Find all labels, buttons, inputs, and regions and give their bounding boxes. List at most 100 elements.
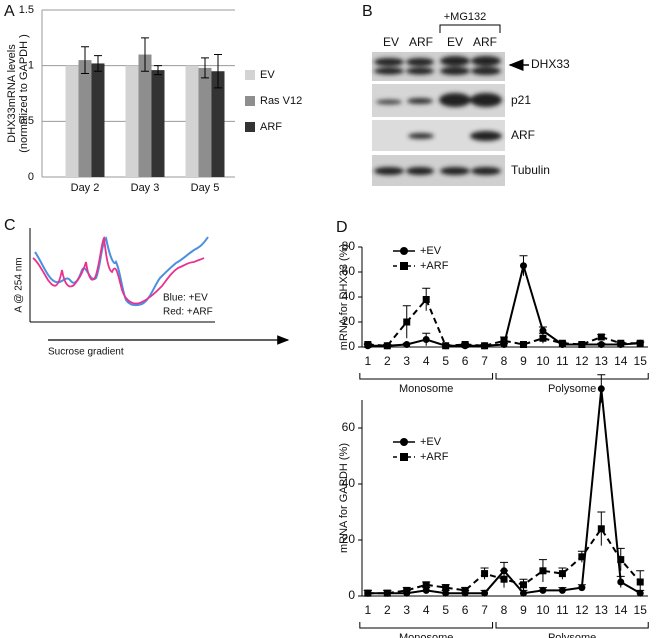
marker xyxy=(539,327,547,335)
marker xyxy=(422,296,430,303)
treatment-bracket xyxy=(439,24,501,33)
marker xyxy=(519,589,527,597)
bar xyxy=(125,65,139,177)
x-tick-label: 2 xyxy=(384,354,391,368)
marker xyxy=(442,584,450,592)
marker xyxy=(383,589,391,597)
marker xyxy=(558,570,566,578)
legend-label: +ARF xyxy=(420,260,449,272)
marker xyxy=(364,341,372,348)
legend-label: +EV xyxy=(420,245,442,257)
y-tick-label: 0.5 xyxy=(19,115,34,127)
x-tick-label: 2 xyxy=(384,603,391,617)
marker xyxy=(461,341,469,348)
error-bar xyxy=(154,65,162,76)
bar xyxy=(138,54,152,177)
y-tick-label: 20 xyxy=(342,314,356,328)
legend-swatch xyxy=(245,122,255,132)
x-tick-label: 1 xyxy=(364,354,371,368)
marker xyxy=(442,589,450,597)
legend-marker xyxy=(400,262,408,270)
panel-letter: D xyxy=(336,219,348,236)
lane-label: EV xyxy=(383,35,399,49)
y-axis-label: mRNA for GAPDH (%) xyxy=(338,443,350,553)
marker xyxy=(422,581,430,589)
marker xyxy=(403,341,411,348)
x-tick-label: 13 xyxy=(595,354,609,368)
bar xyxy=(185,65,199,177)
marker xyxy=(597,341,605,348)
row-label: Tubulin xyxy=(511,163,550,177)
x-tick-label: 11 xyxy=(556,354,569,368)
marker xyxy=(442,342,450,350)
x-tick-label: Day 2 xyxy=(71,182,100,194)
bar xyxy=(78,60,92,177)
x-tick-label: 5 xyxy=(442,603,449,617)
x-tick-label: 3 xyxy=(403,603,410,617)
lane-label: ARF xyxy=(409,35,433,49)
marker xyxy=(422,336,430,343)
y-tick-label: 60 xyxy=(342,420,356,434)
marker xyxy=(500,575,508,583)
x-tick-label: 1 xyxy=(364,603,371,617)
marker xyxy=(636,578,644,586)
x-tick-label: 7 xyxy=(481,603,488,617)
series-line xyxy=(367,297,641,347)
y-tick-label: 40 xyxy=(342,289,356,303)
marker xyxy=(383,342,391,350)
panel-letter: A xyxy=(4,3,15,20)
x-tick-label: Day 3 xyxy=(131,182,160,194)
y-axis-label: DHX33mRNA levels xyxy=(6,44,18,143)
y-axis-label: (normalized to GAPDH ) xyxy=(18,34,30,153)
x-tick-label: 6 xyxy=(462,354,469,368)
legend-label: Ras V12 xyxy=(260,95,302,107)
error-bar xyxy=(141,37,149,72)
x-tick-label: 14 xyxy=(614,354,628,368)
marker xyxy=(558,586,566,594)
x-tick-label: 14 xyxy=(614,603,628,617)
row-label: ARF xyxy=(511,128,535,142)
row-label: DHX33 xyxy=(531,57,570,71)
error-bar xyxy=(201,57,209,79)
y-tick-label: 40 xyxy=(342,476,356,490)
marker xyxy=(403,586,411,594)
legend-marker xyxy=(400,453,408,461)
x-tick-label: 12 xyxy=(575,354,589,368)
error-bar xyxy=(214,54,222,89)
marker xyxy=(617,339,625,347)
x-tick-label: 11 xyxy=(556,603,569,617)
x-tick-label: 13 xyxy=(595,603,609,617)
y-tick-label: 0 xyxy=(28,171,34,183)
marker xyxy=(481,342,489,350)
row-label: p21 xyxy=(511,93,531,107)
bar xyxy=(65,65,79,177)
legend-label: +ARF xyxy=(420,451,449,463)
error-bar xyxy=(81,46,89,74)
x-axis-label: Sucrose gradient xyxy=(48,347,124,358)
marker xyxy=(597,333,605,341)
x-tick-label: 5 xyxy=(442,354,449,368)
y-tick-label: 60 xyxy=(342,264,356,278)
marker xyxy=(481,570,489,578)
marker xyxy=(481,589,489,597)
y-tick-label: 1 xyxy=(28,60,34,72)
legend-swatch xyxy=(245,70,255,80)
marker xyxy=(597,385,605,393)
group-bracket xyxy=(359,373,494,380)
arf-trace xyxy=(32,236,205,305)
ev-trace xyxy=(34,236,209,307)
x-tick-label: 12 xyxy=(575,603,589,617)
legend-marker xyxy=(400,247,408,255)
y-axis-label: mRNA for DHX33 (%) xyxy=(338,244,350,350)
legend-label: ARF xyxy=(260,121,282,133)
x-tick-label: 7 xyxy=(481,354,488,368)
y-tick-label: 0 xyxy=(348,588,355,602)
legend-label: +EV xyxy=(420,436,442,448)
marker xyxy=(617,556,625,564)
x-tick-label: 9 xyxy=(520,354,527,368)
marker xyxy=(500,337,508,345)
x-tick-label: 8 xyxy=(501,354,508,368)
bar xyxy=(151,70,165,177)
legend-marker xyxy=(400,438,408,446)
